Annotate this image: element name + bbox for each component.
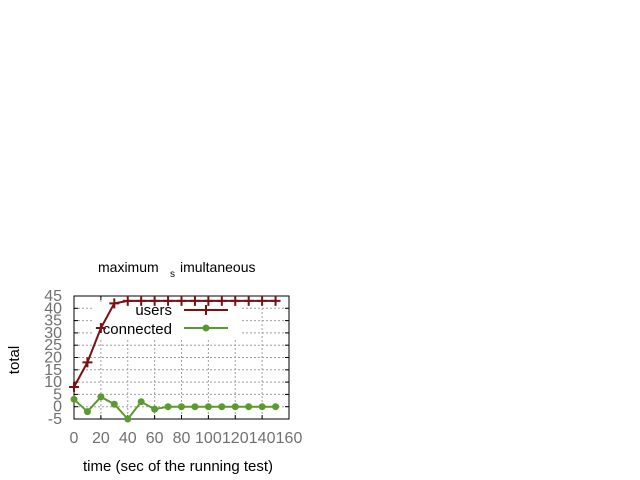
x-tick-label: 80	[173, 430, 191, 447]
data-point-connected	[70, 395, 78, 403]
data-point-users	[243, 295, 254, 306]
chart-series	[69, 295, 281, 423]
data-point-connected	[178, 403, 185, 411]
chart-title-rest: imultaneous	[180, 259, 256, 275]
y-tick-label: 5	[53, 386, 62, 403]
legend-label-connected: connected	[103, 321, 172, 338]
data-point-connected	[204, 403, 212, 411]
data-point-users	[69, 382, 79, 393]
x-tick-label: 120	[222, 430, 249, 447]
data-point-users	[109, 298, 120, 309]
data-point-connected	[151, 405, 159, 413]
data-point-users	[122, 295, 133, 306]
y-tick-label: 20	[44, 350, 62, 367]
data-point-connected	[231, 403, 239, 411]
data-point-connected	[164, 403, 172, 411]
data-point-users	[95, 322, 106, 333]
y-tick-label: 0	[53, 399, 62, 416]
y-tick-label: 15	[44, 362, 62, 379]
legend-label-users: users	[135, 302, 172, 319]
data-point-users	[257, 295, 268, 306]
data-point-connected	[245, 403, 253, 411]
data-point-users	[82, 357, 93, 368]
data-point-connected	[218, 403, 226, 411]
data-point-connected	[137, 398, 145, 406]
x-tick-label: 60	[146, 430, 164, 447]
chart-legend: users connected	[94, 302, 240, 338]
y-tick-label: 30	[44, 325, 62, 342]
data-point-users	[203, 295, 214, 306]
x-tick-label: 0	[70, 430, 79, 447]
x-tick-label: 20	[92, 430, 110, 447]
chart-title-subscript: s	[170, 269, 175, 280]
data-point-users	[270, 295, 281, 306]
x-tick-label: 140	[249, 430, 276, 447]
data-point-users	[216, 295, 227, 306]
y-tick-label: 40	[44, 300, 62, 317]
data-point-connected	[83, 408, 91, 416]
y-axis-label: total	[6, 346, 23, 374]
y-tick-label: 25	[44, 337, 62, 354]
y-tick-label: 10	[44, 374, 62, 391]
data-point-users	[136, 295, 147, 306]
data-point-connected	[110, 400, 118, 408]
data-point-connected	[258, 403, 266, 411]
data-point-users	[163, 295, 174, 306]
series-line-users	[73, 299, 276, 388]
legend-background	[94, 302, 240, 338]
legend-marker-connected	[202, 324, 210, 332]
x-tick-label: 160	[276, 430, 303, 447]
x-axis-label: time (sec of the running test)	[83, 458, 273, 475]
chart-title-main: maximum	[98, 259, 159, 275]
y-tick-label: -5	[48, 411, 62, 428]
data-point-users	[230, 295, 241, 306]
x-tick-label: 40	[119, 430, 137, 447]
data-point-connected	[124, 415, 132, 423]
y-tick-label: 45	[44, 288, 62, 305]
data-point-connected	[272, 403, 280, 411]
legend-marker-users	[201, 305, 211, 315]
data-point-connected	[97, 393, 105, 401]
data-point-users	[189, 295, 200, 306]
y-tick-label: 35	[44, 313, 62, 330]
data-point-users	[149, 295, 160, 306]
x-axis-ticks: 0 20 40 60 80 100 120 140 160	[70, 296, 303, 447]
x-tick-label: 100	[195, 430, 222, 447]
series-line-connected	[73, 395, 276, 421]
data-point-connected	[191, 403, 199, 411]
data-point-users	[176, 295, 187, 306]
